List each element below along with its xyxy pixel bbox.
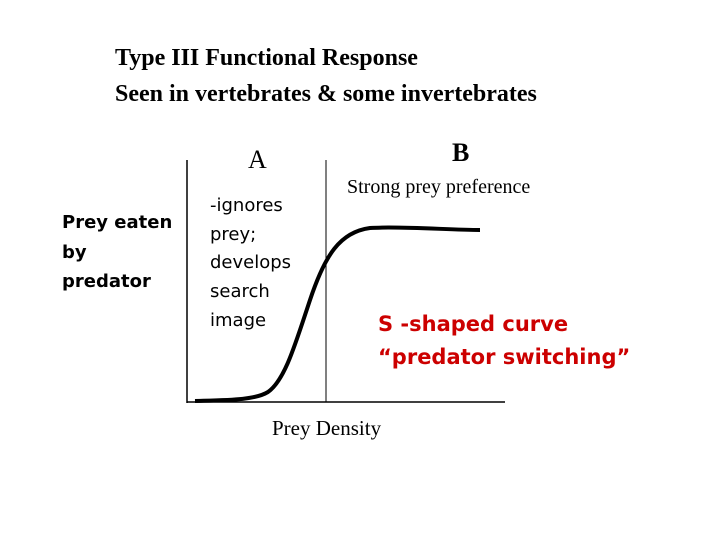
region-label: B xyxy=(452,138,469,167)
y-axis-label: predator xyxy=(62,271,151,292)
curve-label: S -shaped curve xyxy=(378,312,568,336)
region-note: image xyxy=(210,310,266,331)
x-axis-label: Prey Density xyxy=(272,416,382,440)
region-note: develops xyxy=(210,252,291,273)
s-curve xyxy=(194,225,481,403)
curve-label: “predator switching” xyxy=(378,345,630,369)
region-note: -ignores xyxy=(210,195,283,216)
y-axis-label: Prey eaten xyxy=(62,212,172,233)
region-label: A xyxy=(248,145,267,174)
title-line: Type III Functional Response xyxy=(115,45,418,71)
y-axis-label: by xyxy=(62,242,87,263)
region-note: search xyxy=(210,281,270,302)
region-note: prey; xyxy=(210,224,256,245)
title-line: Seen in vertebrates & some invertebrates xyxy=(115,81,537,107)
region-note: Strong prey preference xyxy=(347,176,530,198)
